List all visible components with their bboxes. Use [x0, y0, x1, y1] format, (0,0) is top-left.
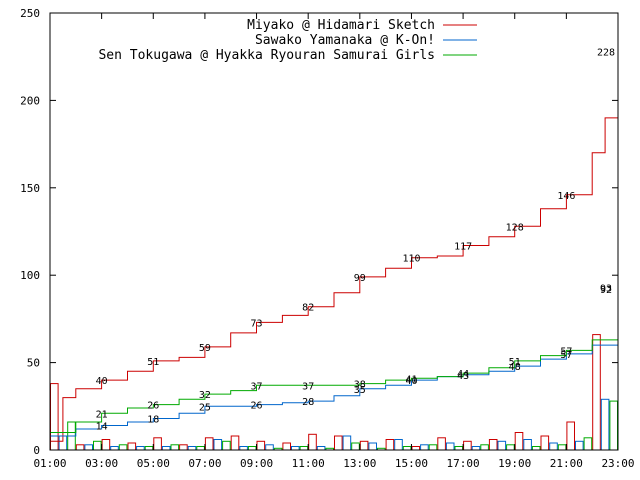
data-label: 26 [250, 401, 262, 412]
y-tick-label: 0 [33, 444, 40, 457]
data-label: 32 [199, 390, 211, 401]
x-tick-label: 23:00 [601, 457, 634, 470]
data-label: 43 [457, 371, 469, 382]
data-label: 38 [354, 380, 366, 391]
data-label: 57 [560, 350, 572, 361]
data-label: 41 [405, 374, 417, 385]
data-label: 35 [354, 385, 366, 396]
y-tick-label: 200 [20, 94, 40, 107]
data-label: 57 [560, 346, 572, 357]
data-label: 44 [457, 369, 469, 380]
legend-label: Sawako Yamanaka @ K-On! [255, 33, 435, 48]
series-line [50, 51, 619, 442]
axes: 0 50 100 150 200 250 01:00 03:00 05:00 07:00 09:00… [20, 7, 634, 470]
plot-frame [49, 12, 619, 451]
data-label: 82 [302, 303, 314, 314]
y-tick-label: 150 [20, 182, 40, 195]
data-label: 21 [96, 409, 108, 420]
data-label: 26 [147, 401, 159, 412]
data-label: 48 [509, 362, 521, 373]
data-label: 18 [147, 415, 159, 426]
data-label: 117 [454, 242, 472, 253]
data-label: 73 [250, 318, 262, 329]
data-label: 40 [96, 376, 108, 387]
x-tick-label: 13:00 [343, 457, 376, 470]
data-label: 99 [354, 273, 366, 284]
x-tick-label: 09:00 [240, 457, 273, 470]
data-label: 28 [302, 397, 314, 408]
data-label: 40 [405, 376, 417, 387]
x-tick-label: 03:00 [85, 457, 118, 470]
x-tick-label: 15:00 [395, 457, 428, 470]
data-label: 146 [557, 191, 575, 202]
x-tick-label: 05:00 [137, 457, 170, 470]
x-tick-label: 21:00 [550, 457, 583, 470]
data-label: 92 [600, 285, 612, 296]
data-label: 37 [250, 381, 262, 392]
y-tick-label: 100 [20, 269, 40, 282]
data-label: 14 [96, 422, 108, 433]
data-label: 128 [506, 222, 524, 233]
series-line [50, 287, 619, 433]
data-label: 51 [147, 357, 159, 368]
data-label: 59 [199, 343, 211, 354]
legend-label: Sen Tokugawa @ Hyakka Ryouran Samurai Gi… [98, 48, 435, 63]
data-label: 51 [509, 357, 521, 368]
cumulative-lines [50, 51, 619, 442]
data-labels: 40 51 59 73 82 99 110 117 128 146 228 14 18 25 26 28 35 4… [96, 48, 615, 433]
y-tick-label: 250 [20, 7, 40, 20]
x-tick-label: 01:00 [33, 457, 66, 470]
x-tick-label: 19:00 [498, 457, 531, 470]
data-label: 25 [199, 402, 211, 413]
data-label: 110 [402, 254, 420, 265]
x-tick-label: 07:00 [188, 457, 221, 470]
x-tick-label: 17:00 [447, 457, 480, 470]
series-line [50, 289, 619, 437]
data-label: 93 [600, 283, 612, 294]
y-tick-label: 50 [27, 357, 40, 370]
legend-label: Miyako @ Hidamari Sketch [247, 18, 435, 33]
data-label: 37 [302, 381, 314, 392]
x-tick-label: 11:00 [292, 457, 325, 470]
data-label: 228 [597, 48, 615, 59]
